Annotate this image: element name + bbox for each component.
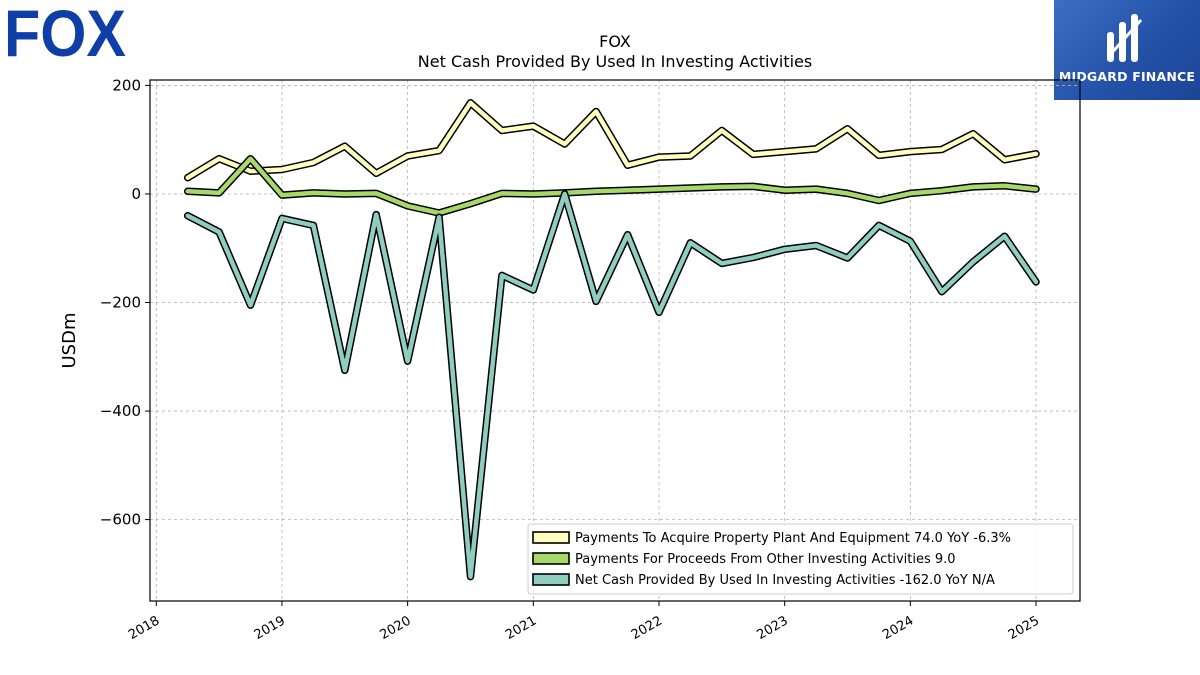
legend-label-1: Payments For Proceeds From Other Investi…	[575, 552, 956, 567]
legend-label-2: Net Cash Provided By Used In Investing A…	[575, 573, 995, 588]
plot-frame	[149, 79, 1081, 602]
x-tick-label: 2025	[1006, 613, 1042, 643]
y-tick-label: −400	[100, 402, 141, 420]
fox-logo: FOX	[4, 0, 128, 70]
x-tick-label: 2022	[629, 613, 665, 643]
x-tick-label: 2023	[755, 613, 791, 643]
x-tick-label: 2021	[503, 613, 539, 643]
legend-swatch-0	[532, 531, 570, 544]
fox-logo-text: FOX	[4, 2, 126, 60]
y-tick-label: −200	[100, 294, 141, 312]
legend-box	[527, 523, 1074, 595]
midgard-emblem-icon	[1107, 14, 1143, 62]
midgard-finance-logo-text: MIDGARD FINANCE	[1058, 69, 1196, 84]
y-tick-label: 0	[131, 185, 141, 203]
x-tick-label: 2018	[126, 613, 162, 643]
series-line-2	[185, 191, 1039, 579]
series-line-0	[185, 100, 1039, 180]
legend-swatch-1	[532, 552, 570, 565]
y-tick-label: 200	[112, 76, 141, 94]
fox-logo-graphic: FOX	[4, 0, 126, 70]
x-tick-label: 2020	[377, 613, 413, 643]
series-outline-1	[183, 154, 1040, 217]
chart-subtitle: Net Cash Provided By Used In Investing A…	[417, 52, 813, 71]
legend-label-0: Payments To Acquire Property Plant And E…	[575, 531, 1011, 546]
x-tick-label: 2019	[252, 613, 288, 643]
series-line-1	[185, 156, 1039, 216]
y-axis-label: USDm	[59, 313, 80, 369]
midgard-finance-logo: MIDGARD FINANCE	[1054, 0, 1200, 100]
chart-title: FOX	[599, 32, 631, 51]
x-tick-label: 2024	[880, 613, 916, 643]
y-tick-label: −600	[100, 511, 141, 529]
legend-swatch-2	[532, 573, 570, 586]
